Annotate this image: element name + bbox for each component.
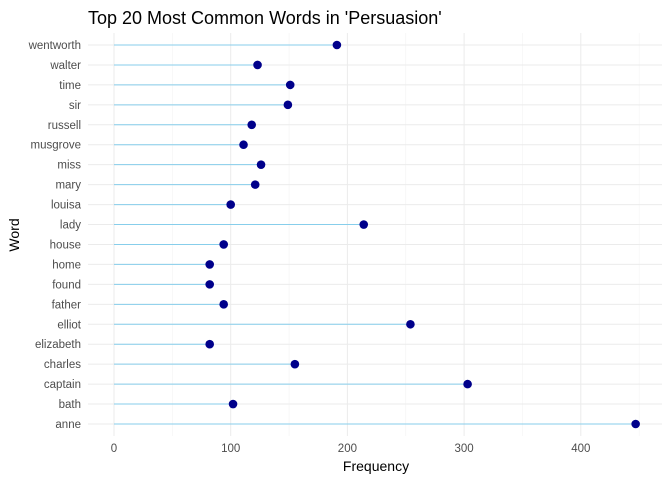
lollipop-point	[205, 260, 214, 269]
y-tick-label: found	[52, 279, 81, 291]
lollipop-segments	[114, 44, 636, 425]
lollipop-point	[219, 240, 228, 249]
lollipop-points	[205, 40, 640, 429]
y-tick-label: father	[52, 299, 82, 311]
y-tick-label: time	[59, 80, 81, 92]
y-tick-label: bath	[59, 399, 81, 411]
y-tick-label: musgrove	[31, 140, 82, 152]
chart-title: Top 20 Most Common Words in 'Persuasion'	[88, 8, 442, 28]
y-tick-label: lady	[60, 220, 81, 232]
y-tick-label: home	[52, 259, 81, 271]
x-tick-label: 300	[455, 443, 474, 455]
x-tick-label: 100	[221, 443, 240, 455]
lollipop-point	[359, 220, 369, 229]
lollipop-point	[256, 160, 266, 169]
x-tick-label: 400	[571, 443, 590, 455]
lollipop-point	[332, 40, 342, 50]
y-tick-label: anne	[55, 419, 81, 431]
x-tick-label: 0	[111, 443, 117, 455]
lollipop-point	[463, 379, 472, 389]
lollipop-point	[253, 60, 262, 70]
lollipop-point	[247, 120, 257, 130]
y-tick-label: sir	[69, 100, 81, 112]
y-tick-label: wentworth	[28, 40, 81, 52]
lollipop-point	[631, 419, 640, 429]
grid-lines	[88, 33, 662, 436]
lollipop-point	[219, 300, 228, 309]
lollipop-point	[250, 180, 260, 189]
y-tick-label: louisa	[51, 200, 82, 212]
lollipop-point	[239, 140, 248, 150]
y-tick-label: miss	[57, 160, 81, 172]
y-tick-label: house	[50, 239, 81, 251]
y-axis-title: Word	[6, 218, 22, 251]
y-tick-label: captain	[44, 379, 81, 391]
lollipop-point	[406, 319, 415, 329]
lollipop-point	[285, 80, 295, 90]
y-tick-label: russell	[48, 120, 81, 132]
x-tick-label: 200	[338, 443, 357, 455]
lollipop-point	[290, 359, 300, 369]
lollipop-point	[205, 280, 214, 289]
y-tick-label: elliot	[57, 319, 81, 331]
y-tick-label: charles	[44, 359, 81, 371]
lollipop-point	[226, 200, 235, 209]
x-axis-title: Frequency	[343, 458, 409, 474]
lollipop-point	[205, 339, 214, 349]
lollipop-point	[228, 399, 238, 409]
y-tick-label: mary	[55, 180, 81, 192]
y-tick-label: elizabeth	[35, 339, 81, 351]
y-tick-label: walter	[49, 60, 81, 72]
y-axis-tick-labels: anne bath captain charles elizabeth elliot fat…	[28, 40, 82, 431]
lollipop-point	[283, 100, 293, 110]
x-axis-tick-labels: 0 100 200 300 400	[111, 443, 591, 455]
